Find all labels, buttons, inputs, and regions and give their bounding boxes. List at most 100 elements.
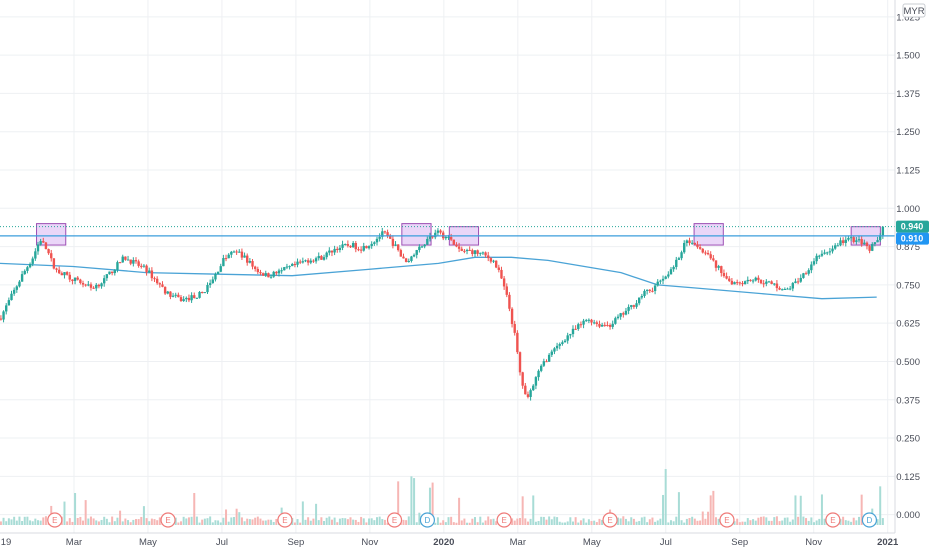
candle-body[interactable]: [373, 242, 376, 244]
candle-body[interactable]: [57, 269, 61, 274]
candle-body[interactable]: [608, 325, 612, 327]
candle-body[interactable]: [582, 320, 585, 325]
candle-body[interactable]: [126, 259, 130, 261]
candle-body[interactable]: [277, 270, 281, 274]
candle-body[interactable]: [669, 269, 673, 275]
candle-body[interactable]: [783, 289, 787, 291]
candle-body[interactable]: [436, 230, 440, 233]
candle-body[interactable]: [600, 324, 604, 327]
candle-body[interactable]: [841, 240, 845, 243]
candle-body[interactable]: [12, 289, 16, 294]
candle-body[interactable]: [524, 385, 527, 395]
candle-body[interactable]: [330, 250, 334, 253]
candle-body[interactable]: [418, 246, 421, 251]
earnings-marker[interactable]: [47, 512, 63, 528]
candle-body[interactable]: [23, 270, 26, 275]
candle-body[interactable]: [317, 256, 320, 259]
candle-body[interactable]: [174, 294, 177, 296]
candle-body[interactable]: [579, 324, 583, 326]
candle-body[interactable]: [749, 279, 752, 281]
candle-body[interactable]: [521, 372, 524, 386]
candle-body[interactable]: [881, 226, 885, 236]
candle-body[interactable]: [65, 272, 69, 275]
candle-body[interactable]: [394, 244, 397, 246]
candle-body[interactable]: [285, 266, 289, 268]
candle-body[interactable]: [733, 282, 736, 285]
candle-body[interactable]: [195, 297, 199, 299]
candle-body[interactable]: [20, 274, 24, 282]
candle-body[interactable]: [722, 273, 726, 277]
candle-body[interactable]: [137, 261, 140, 266]
candle-body[interactable]: [428, 236, 432, 239]
candle-body[interactable]: [426, 238, 429, 245]
candle-body[interactable]: [447, 236, 450, 238]
candle-body[interactable]: [592, 322, 596, 324]
candle-body[interactable]: [0, 318, 3, 320]
candle-body[interactable]: [781, 289, 784, 291]
candle-body[interactable]: [404, 258, 408, 262]
candle-body[interactable]: [399, 250, 403, 257]
candle-body[interactable]: [346, 244, 350, 246]
candle-body[interactable]: [844, 239, 847, 243]
candle-body[interactable]: [124, 256, 127, 260]
candle-body[interactable]: [645, 289, 649, 291]
candle-body[interactable]: [169, 291, 172, 297]
candle-body[interactable]: [253, 266, 257, 269]
candle-body[interactable]: [595, 322, 599, 324]
candle-body[interactable]: [489, 258, 493, 262]
candle-body[interactable]: [449, 236, 453, 240]
candle-body[interactable]: [314, 258, 318, 262]
candle-body[interactable]: [84, 284, 87, 286]
candle-body[interactable]: [598, 323, 601, 327]
candle-body[interactable]: [182, 299, 185, 302]
candle-body[interactable]: [746, 279, 749, 282]
candle-body[interactable]: [693, 242, 697, 245]
candle-body[interactable]: [762, 283, 765, 285]
candle-body[interactable]: [728, 278, 731, 281]
candle-body[interactable]: [537, 370, 540, 378]
candle-body[interactable]: [208, 283, 212, 286]
candle-body[interactable]: [675, 259, 678, 267]
candle-body[interactable]: [161, 284, 164, 287]
candle-body[interactable]: [76, 277, 79, 280]
candle-body[interactable]: [643, 290, 646, 297]
candle-body[interactable]: [26, 267, 29, 271]
candle-body[interactable]: [34, 251, 37, 259]
candle-body[interactable]: [81, 282, 85, 285]
candle-body[interactable]: [235, 251, 238, 253]
candle-body[interactable]: [455, 244, 458, 247]
candle-body[interactable]: [735, 282, 739, 284]
candle-body[interactable]: [211, 279, 214, 284]
candle-body[interactable]: [214, 274, 217, 280]
candle-body[interactable]: [725, 276, 728, 279]
candle-body[interactable]: [571, 328, 575, 335]
candle-body[interactable]: [246, 255, 249, 263]
candle-body[interactable]: [683, 242, 686, 253]
candle-body[interactable]: [701, 248, 704, 253]
candle-body[interactable]: [134, 260, 138, 262]
candle-body[interactable]: [166, 291, 169, 294]
dividend-marker[interactable]: [419, 512, 436, 528]
candle-body[interactable]: [775, 283, 779, 289]
candle-body[interactable]: [457, 246, 461, 249]
candle-body[interactable]: [619, 313, 622, 317]
candle-body[interactable]: [807, 270, 810, 274]
candle-body[interactable]: [550, 351, 553, 355]
candle-body[interactable]: [603, 324, 606, 326]
candle-body[interactable]: [60, 273, 64, 276]
candle-body[interactable]: [465, 249, 469, 252]
candle-body[interactable]: [487, 255, 490, 259]
candle-body[interactable]: [185, 297, 188, 300]
candle-body[interactable]: [10, 293, 13, 301]
candle-body[interactable]: [479, 252, 482, 254]
candle-body[interactable]: [216, 271, 220, 275]
candle-body[interactable]: [563, 340, 567, 343]
candle-body[interactable]: [648, 289, 651, 291]
candle-body[interactable]: [712, 258, 715, 261]
candle-body[interactable]: [108, 271, 111, 275]
candle-body[interactable]: [412, 254, 416, 257]
earnings-marker[interactable]: [160, 512, 176, 528]
candle-body[interactable]: [865, 242, 869, 247]
candle-body[interactable]: [730, 280, 734, 285]
candle-body[interactable]: [5, 305, 8, 312]
